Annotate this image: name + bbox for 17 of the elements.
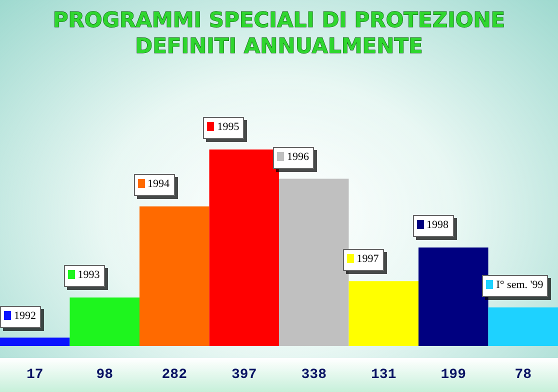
data-label: 17 xyxy=(26,367,44,383)
x-tick-label: I° sem. '99 xyxy=(482,275,548,298)
x-tick-label: 1995 xyxy=(203,117,244,140)
x-tick-label: 1998 xyxy=(412,215,454,238)
chart-title: PROGRAMMI SPECIALI DI PROTEZIONE DEFINITI ANNUALMENTE xyxy=(52,8,506,58)
data-label: 199 xyxy=(440,367,466,383)
data-label: 98 xyxy=(96,367,114,383)
data-label: 78 xyxy=(514,367,532,383)
x-tick-label: 1996 xyxy=(273,146,314,169)
data-label: 338 xyxy=(301,367,326,383)
x-tick-label: 1997 xyxy=(342,249,384,272)
data-label: 282 xyxy=(162,367,187,383)
data-label: 131 xyxy=(371,367,396,383)
x-tick-label: 1994 xyxy=(134,174,174,196)
data-label: 397 xyxy=(232,367,257,383)
x-tick-label: 1993 xyxy=(64,265,105,288)
x-tick-label: 1992 xyxy=(0,306,41,328)
